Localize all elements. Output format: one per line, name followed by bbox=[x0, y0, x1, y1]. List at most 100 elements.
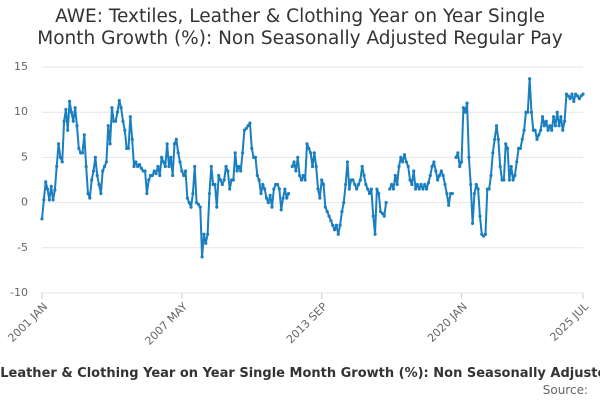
data-point bbox=[314, 164, 318, 169]
data-point bbox=[119, 106, 123, 110]
data-point bbox=[478, 214, 482, 218]
data-point bbox=[172, 142, 177, 146]
data-point bbox=[436, 178, 440, 182]
data-point bbox=[226, 169, 230, 173]
data-point bbox=[115, 110, 120, 114]
data-point bbox=[121, 119, 125, 123]
data-point bbox=[62, 119, 66, 123]
data-point bbox=[56, 142, 61, 146]
data-point bbox=[290, 164, 294, 169]
data-point bbox=[539, 128, 543, 132]
data-point bbox=[550, 128, 554, 132]
data-point bbox=[171, 173, 175, 178]
data-point bbox=[187, 201, 191, 205]
data-point bbox=[568, 97, 572, 101]
data-point bbox=[340, 210, 344, 214]
data-point bbox=[562, 119, 567, 123]
data-point bbox=[250, 146, 254, 150]
data-point bbox=[58, 155, 63, 159]
data-point bbox=[364, 182, 368, 187]
data-point bbox=[312, 151, 316, 155]
data-point bbox=[528, 77, 532, 81]
data-point bbox=[220, 182, 224, 187]
data-point bbox=[182, 173, 186, 178]
data-point bbox=[347, 187, 351, 191]
data-point bbox=[196, 202, 201, 207]
data-point bbox=[272, 187, 276, 191]
data-point bbox=[529, 110, 534, 114]
data-point bbox=[114, 119, 118, 123]
data-point bbox=[559, 115, 563, 119]
data-point bbox=[520, 137, 524, 141]
data-point bbox=[51, 198, 55, 202]
data-point bbox=[329, 219, 333, 223]
data-point bbox=[106, 124, 110, 128]
data-point bbox=[82, 133, 86, 137]
data-point bbox=[222, 178, 226, 182]
data-point bbox=[344, 182, 348, 187]
data-point bbox=[176, 151, 180, 155]
data-point bbox=[316, 187, 320, 191]
data-point bbox=[246, 124, 250, 128]
data-point bbox=[299, 178, 304, 182]
legend-entry: AWE: Textiles, Leather & Clothing Year o… bbox=[0, 366, 600, 381]
data-point bbox=[307, 146, 311, 150]
data-point bbox=[371, 214, 375, 218]
data-point bbox=[432, 160, 436, 164]
data-point bbox=[259, 191, 263, 196]
data-point bbox=[268, 193, 272, 197]
data-point bbox=[145, 191, 149, 196]
data-point bbox=[42, 198, 46, 202]
data-point bbox=[369, 187, 373, 191]
data-point bbox=[156, 164, 160, 169]
data-point bbox=[40, 217, 44, 221]
data-point bbox=[423, 182, 427, 187]
data-point bbox=[91, 169, 96, 173]
data-point bbox=[298, 173, 302, 178]
data-point bbox=[286, 191, 291, 196]
data-point bbox=[218, 178, 223, 182]
data-point bbox=[224, 164, 228, 169]
data-point bbox=[294, 169, 298, 173]
data-point bbox=[101, 169, 105, 173]
data-point bbox=[404, 160, 408, 164]
data-point bbox=[301, 173, 305, 178]
data-point bbox=[150, 173, 155, 178]
data-point bbox=[134, 160, 138, 164]
data-point bbox=[71, 119, 75, 123]
data-point bbox=[511, 178, 515, 182]
data-point bbox=[443, 182, 447, 187]
data-point bbox=[248, 121, 252, 125]
data-point bbox=[454, 155, 458, 159]
data-point bbox=[566, 94, 570, 98]
data-point bbox=[408, 178, 412, 182]
data-point bbox=[217, 173, 221, 178]
data-point bbox=[504, 142, 508, 146]
data-point bbox=[200, 255, 204, 259]
data-point bbox=[546, 128, 550, 132]
data-point bbox=[390, 182, 394, 187]
data-point bbox=[470, 221, 475, 225]
data-point bbox=[463, 110, 467, 114]
data-point bbox=[467, 155, 471, 159]
data-point bbox=[421, 187, 425, 191]
data-point bbox=[279, 208, 283, 212]
data-point bbox=[544, 119, 548, 123]
data-point bbox=[505, 146, 510, 150]
data-point bbox=[47, 198, 51, 202]
data-point bbox=[450, 191, 454, 196]
data-point bbox=[461, 106, 465, 110]
data-point bbox=[97, 182, 101, 187]
data-point bbox=[154, 172, 158, 176]
data-point bbox=[356, 182, 361, 187]
data-point bbox=[143, 169, 147, 173]
data-point bbox=[561, 128, 565, 132]
data-point bbox=[73, 106, 77, 110]
data-point bbox=[132, 164, 136, 169]
data-point bbox=[285, 196, 289, 200]
data-point bbox=[60, 160, 64, 164]
data-point bbox=[158, 173, 162, 178]
data-point bbox=[555, 110, 559, 114]
data-point bbox=[439, 169, 443, 173]
data-point bbox=[327, 214, 331, 218]
